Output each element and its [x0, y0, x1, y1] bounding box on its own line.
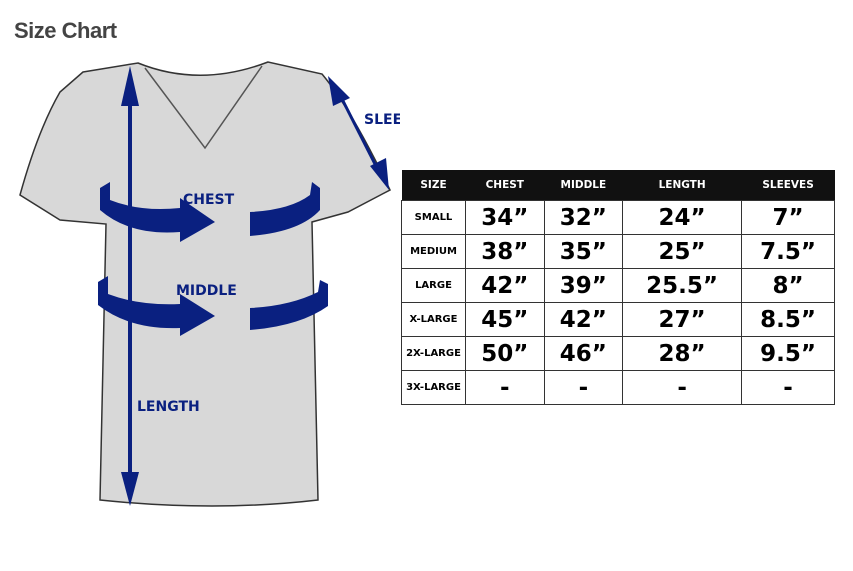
table-row: 2X-LARGE 50” 46” 28” 9.5”	[401, 336, 835, 371]
size-cell: 3X-LARGE	[401, 370, 466, 405]
measure-cell: 8.5”	[741, 302, 835, 337]
measure-cell: 7”	[741, 200, 835, 235]
measure-cell: 9.5”	[741, 336, 835, 371]
table-header-row: SIZE CHEST MIDDLE LENGTH SLEEVES	[401, 170, 835, 201]
shirt-neckline	[144, 65, 263, 150]
middle-band-right	[250, 280, 328, 330]
measure-cell: 42”	[543, 302, 624, 337]
table-row: X-LARGE 45” 42” 27” 8.5”	[401, 302, 835, 337]
header-chest: CHEST	[465, 170, 545, 201]
header-sleeves: SLEEVES	[741, 170, 835, 201]
measure-cell: 46”	[543, 336, 624, 371]
chest-band-right	[250, 182, 320, 236]
table-row: LARGE 42” 39” 25.5” 8”	[401, 268, 835, 303]
size-cell: X-LARGE	[401, 302, 466, 337]
measure-cell: 24”	[622, 200, 743, 235]
measure-cell: 25.5”	[622, 268, 743, 303]
measure-cell: 38”	[465, 234, 545, 269]
table-row: 3X-LARGE - - - -	[401, 370, 835, 405]
measure-cell: -	[622, 370, 743, 405]
header-size: SIZE	[401, 170, 466, 201]
measure-cell: 39”	[543, 268, 624, 303]
size-cell: MEDIUM	[401, 234, 466, 269]
measure-cell: 45”	[465, 302, 545, 337]
measure-cell: 27”	[622, 302, 743, 337]
middle-band-left	[98, 276, 215, 336]
chest-label: CHEST	[183, 192, 235, 208]
size-cell: LARGE	[401, 268, 466, 303]
measure-cell: 8”	[741, 268, 835, 303]
header-length: LENGTH	[622, 170, 742, 201]
measure-cell: 50”	[465, 336, 545, 371]
measure-cell: 32”	[543, 200, 624, 235]
measure-cell: 25”	[622, 234, 743, 269]
sleeve-label: SLEEVE	[364, 112, 400, 128]
measure-cell: -	[465, 370, 545, 405]
header-middle: MIDDLE	[544, 170, 623, 201]
measure-cell: -	[741, 370, 835, 405]
table-row: MEDIUM 38” 35” 25” 7.5”	[401, 234, 835, 269]
shirt-diagram: CHEST MIDDLE LENGTH SLEEVE	[19, 61, 400, 507]
length-arrow	[121, 66, 139, 506]
page-title: Size Chart	[14, 18, 117, 43]
measure-cell: 7.5”	[741, 234, 835, 269]
shirt-outline	[19, 61, 391, 507]
chest-band-left	[100, 182, 215, 242]
measure-cell: 34”	[465, 200, 545, 235]
size-cell: 2X-LARGE	[401, 336, 466, 371]
table-row: SMALL 34” 32” 24” 7”	[401, 200, 835, 235]
size-cell: SMALL	[401, 200, 466, 235]
measure-cell: 42”	[465, 268, 545, 303]
measure-cell: 35”	[543, 234, 624, 269]
middle-label: MIDDLE	[176, 283, 237, 299]
length-label: LENGTH	[137, 399, 200, 415]
measure-cell: -	[543, 370, 624, 405]
size-table: SIZE CHEST MIDDLE LENGTH SLEEVES SMALL 34…	[401, 170, 835, 405]
measure-cell: 28”	[622, 336, 743, 371]
sleeve-arrow	[328, 76, 389, 190]
